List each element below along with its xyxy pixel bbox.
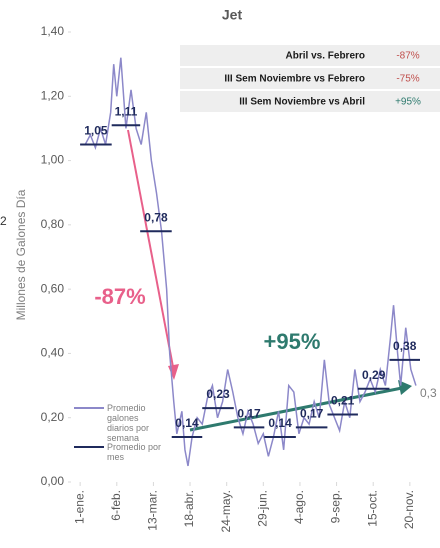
annotation: 0,3 — [420, 386, 437, 400]
y-axis-label: Millones de Galones Día — [14, 189, 28, 320]
data-label: 0,23 — [206, 387, 230, 401]
data-label: 0,17 — [237, 407, 261, 421]
table-cell: -75% — [396, 74, 419, 85]
x-tick-label: 18-abr. — [182, 490, 196, 527]
table-cell: -87% — [396, 51, 419, 62]
arrow-head — [168, 364, 179, 380]
x-tick-label: 24-may. — [219, 490, 233, 532]
x-tick-label: 9-sep. — [329, 490, 343, 523]
table-row — [180, 91, 440, 112]
arrow — [127, 129, 175, 373]
y-tick-label: 0,00 — [41, 474, 65, 488]
annotation: +95% — [264, 329, 321, 354]
legend-label: Promedio por mes — [107, 442, 162, 462]
legend-label: Promedio galones diarios por semana — [107, 403, 150, 443]
table: Abril vs. Febrero -87% III Sem Noviembre v… — [180, 45, 440, 112]
y-tick-label: 0,60 — [41, 281, 65, 295]
y-tick-label: 0,80 — [41, 217, 65, 231]
chart-title: Jet — [222, 7, 243, 23]
data-label: 0,14 — [175, 416, 199, 430]
data-label: 1,05 — [84, 124, 108, 138]
table-row — [180, 68, 440, 89]
data-label: 1,11 — [115, 104, 138, 118]
data-label: 0,38 — [393, 339, 417, 353]
table-row — [180, 45, 440, 66]
table-cell: Abril vs. Febrero — [286, 51, 365, 62]
x-tick-label: 4-ago. — [292, 490, 306, 524]
data-label: 0,14 — [268, 416, 292, 430]
x-tick-label: 15-oct. — [365, 490, 379, 527]
table-cell: III Sem Noviembre vs Abril — [239, 97, 365, 108]
x-tick-label: 20-nov. — [402, 490, 416, 529]
data-label: 0,17 — [300, 407, 324, 421]
data-label: 0,21 — [331, 394, 355, 408]
x-tick-label: 1-ene. — [72, 490, 86, 524]
y-tick-label: 1,40 — [41, 24, 65, 38]
y-tick-label: 1,00 — [41, 153, 65, 167]
y-tick-label: 1,20 — [41, 88, 65, 102]
y-tick-label: 0,40 — [41, 346, 65, 360]
x-tick-label: 6-feb. — [109, 490, 123, 521]
annotation: 2 — [0, 214, 7, 228]
data-label: 0,29 — [362, 368, 386, 382]
x-tick-label: 29-jun. — [255, 490, 269, 527]
table-cell: +95% — [395, 97, 421, 108]
weekly-line — [80, 57, 417, 467]
annotation: -87% — [94, 284, 145, 309]
data-label: 0,78 — [144, 210, 168, 224]
table-cell: III Sem Noviembre vs Febrero — [224, 74, 365, 85]
y-tick-label: 0,20 — [41, 410, 65, 424]
x-tick-label: 13-mar. — [146, 490, 160, 531]
